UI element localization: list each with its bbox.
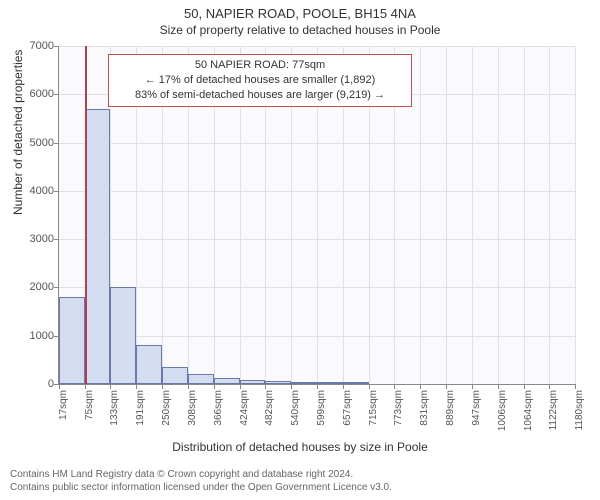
x-tick-mark (575, 384, 576, 389)
x-tick-label: 773sqm (393, 390, 404, 440)
chart-container: 50, NAPIER ROAD, POOLE, BH15 4NA Size of… (0, 0, 600, 500)
x-tick-label: 366sqm (213, 390, 224, 440)
x-tick-mark (240, 384, 241, 389)
x-tick-mark (162, 384, 163, 389)
x-tick-label: 599sqm (316, 390, 327, 440)
y-tick-mark (54, 46, 59, 47)
x-tick-label: 1064sqm (523, 390, 534, 440)
x-tick-mark (136, 384, 137, 389)
info-line-1: 50 NAPIER ROAD: 77sqm (115, 58, 405, 73)
histogram-bar (240, 380, 266, 384)
page-title: 50, NAPIER ROAD, POOLE, BH15 4NA (0, 0, 600, 21)
x-tick-label: 191sqm (135, 390, 146, 440)
histogram-bar (343, 382, 369, 384)
x-tick-mark (214, 384, 215, 389)
x-tick-mark (291, 384, 292, 389)
x-axis-label: Distribution of detached houses by size … (0, 440, 600, 454)
x-tick-label: 1122sqm (548, 390, 559, 440)
histogram-bar (214, 378, 240, 384)
histogram-bar (291, 382, 317, 384)
x-tick-label: 947sqm (471, 390, 482, 440)
x-tick-label: 424sqm (239, 390, 250, 440)
x-tick-label: 889sqm (445, 390, 456, 440)
y-tick-mark (54, 94, 59, 95)
y-tick-label: 0 (14, 378, 54, 390)
x-tick-label: 250sqm (161, 390, 172, 440)
footer-line-1: Contains HM Land Registry data © Crown c… (10, 468, 392, 481)
x-tick-label: 1006sqm (497, 390, 508, 440)
x-tick-mark (498, 384, 499, 389)
y-tick-mark (54, 287, 59, 288)
histogram-bar (162, 367, 188, 384)
y-tick-label: 3000 (14, 233, 54, 245)
footer-credits: Contains HM Land Registry data © Crown c… (10, 468, 392, 494)
x-tick-label: 133sqm (109, 390, 120, 440)
x-tick-mark (188, 384, 189, 389)
x-tick-mark (524, 384, 525, 389)
gridline-v (524, 46, 525, 384)
histogram-bar (265, 381, 291, 384)
gridline-v (498, 46, 499, 384)
gridline-v (446, 46, 447, 384)
x-tick-mark (343, 384, 344, 389)
y-tick-mark (54, 143, 59, 144)
histogram-bar (59, 297, 85, 384)
y-tick-label: 5000 (14, 137, 54, 149)
x-tick-label: 1180sqm (574, 390, 585, 440)
x-tick-mark (110, 384, 111, 389)
y-tick-label: 6000 (14, 88, 54, 100)
x-tick-mark (549, 384, 550, 389)
histogram-bar (188, 374, 214, 384)
y-tick-label: 7000 (14, 40, 54, 52)
page-subtitle: Size of property relative to detached ho… (0, 21, 600, 37)
footer-line-2: Contains public sector information licen… (10, 481, 392, 494)
gridline-v (575, 46, 576, 384)
x-tick-mark (420, 384, 421, 389)
x-tick-mark (85, 384, 86, 389)
x-tick-label: 308sqm (187, 390, 198, 440)
x-tick-label: 482sqm (264, 390, 275, 440)
y-tick-label: 2000 (14, 281, 54, 293)
x-tick-mark (369, 384, 370, 389)
x-tick-mark (394, 384, 395, 389)
x-tick-label: 75sqm (84, 390, 95, 440)
histogram-bar (110, 287, 136, 384)
x-tick-label: 831sqm (419, 390, 430, 440)
info-box: 50 NAPIER ROAD: 77sqm ← 17% of detached … (108, 54, 412, 107)
histogram-bar (136, 345, 162, 384)
gridline-v (472, 46, 473, 384)
x-tick-mark (265, 384, 266, 389)
y-tick-mark (54, 239, 59, 240)
x-tick-label: 715sqm (368, 390, 379, 440)
x-tick-mark (446, 384, 447, 389)
gridline-v (420, 46, 421, 384)
x-tick-label: 540sqm (290, 390, 301, 440)
x-tick-label: 17sqm (58, 390, 69, 440)
histogram-bar (317, 382, 343, 384)
y-tick-label: 1000 (14, 330, 54, 342)
info-line-2: ← 17% of detached houses are smaller (1,… (115, 73, 405, 88)
y-tick-label: 4000 (14, 185, 54, 197)
y-tick-mark (54, 191, 59, 192)
info-line-3: 83% of semi-detached houses are larger (… (115, 88, 405, 103)
x-tick-mark (317, 384, 318, 389)
highlight-marker (85, 46, 87, 384)
histogram-bar (85, 109, 111, 384)
x-tick-label: 657sqm (342, 390, 353, 440)
gridline-v (549, 46, 550, 384)
x-tick-mark (59, 384, 60, 389)
x-tick-mark (472, 384, 473, 389)
